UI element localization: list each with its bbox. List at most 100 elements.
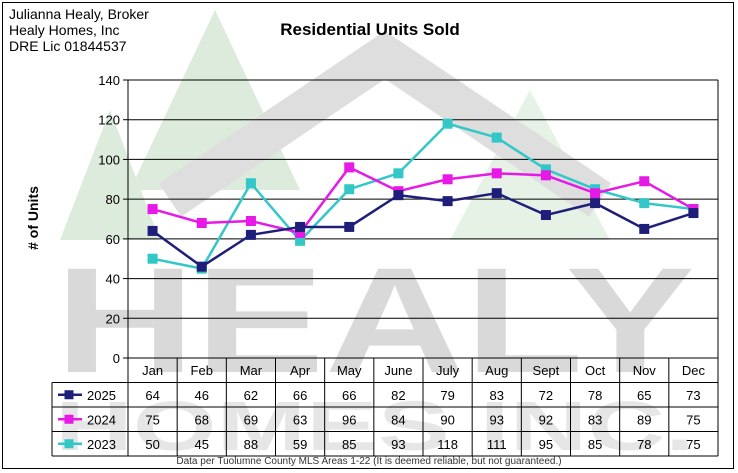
legend-marker: [64, 439, 74, 449]
table-cell-value: 75: [686, 437, 700, 452]
data-point: [491, 132, 502, 143]
watermark-text-healy: HEALY: [55, 236, 695, 404]
table-cell-value: 64: [145, 388, 159, 403]
data-point: [344, 184, 355, 195]
table-cell-value: 85: [342, 437, 356, 452]
tree-shape: [60, 110, 160, 240]
table-cell-value: 45: [195, 437, 209, 452]
broker-name: Julianna Healy, Broker: [9, 6, 149, 22]
y-tick-label: 100: [98, 152, 120, 167]
legend-label: 2024: [87, 412, 116, 427]
y-tick-label: 60: [106, 232, 120, 247]
y-axis-label: # of Units: [25, 186, 41, 250]
data-point: [442, 174, 453, 185]
y-tick-label: 20: [106, 311, 120, 326]
table-cell-value: 62: [244, 388, 258, 403]
data-point: [295, 221, 306, 232]
data-point: [196, 261, 207, 272]
table-cell-value: 79: [440, 388, 454, 403]
data-point: [393, 190, 404, 201]
data-point: [442, 196, 453, 207]
x-tick-label: Feb: [191, 363, 213, 378]
table-cell-value: 95: [539, 437, 553, 452]
table-cell-value: 78: [588, 388, 602, 403]
data-point: [344, 221, 355, 232]
roof-shape: [158, 30, 612, 217]
chart-frame: [2, 2, 734, 469]
table-cell-value: 46: [195, 388, 209, 403]
series-line-2025: [151, 191, 694, 269]
watermark-text-homes: HOMES INC.: [55, 387, 695, 465]
table-cell-value: 111: [487, 437, 507, 452]
y-tick-label: 140: [98, 73, 120, 88]
x-tick-label: July: [436, 363, 460, 378]
broker-info: Julianna Healy, Broker Healy Homes, Inc …: [9, 6, 149, 54]
x-tick-label: Sept: [533, 363, 560, 378]
y-tick-label: 40: [106, 272, 120, 287]
x-tick-label: Jan: [142, 363, 163, 378]
chart-title: Residential Units Sold: [280, 20, 460, 39]
data-point: [147, 225, 158, 236]
table-cell-value: 118: [437, 437, 458, 452]
table-cell-value: 75: [145, 412, 159, 427]
x-tick-label: Oct: [585, 363, 606, 378]
x-tick-label: Aug: [485, 363, 508, 378]
table-cell-value: 66: [293, 388, 307, 403]
data-point: [590, 188, 601, 199]
data-point: [442, 118, 453, 129]
table-cell-value: 78: [637, 437, 651, 452]
footnote: Data per Tuolumne County MLS Areas 1-22 …: [176, 456, 562, 467]
data-point: [147, 253, 158, 264]
grid-lines: [128, 79, 718, 359]
broker-license: DRE Lic 01844537: [9, 38, 127, 54]
table-cell-value: 88: [244, 437, 258, 452]
table-cell-value: 85: [588, 437, 602, 452]
x-tick-label: May: [337, 363, 362, 378]
table-cell-value: 83: [490, 388, 504, 403]
data-point: [245, 178, 256, 189]
x-tick-label: June: [384, 363, 412, 378]
data-point: [540, 170, 551, 181]
table-cell-value: 75: [686, 412, 700, 427]
table-cell-value: 84: [391, 412, 405, 427]
y-tick-label: 120: [98, 113, 120, 128]
legend-marker: [64, 414, 74, 424]
data-point: [540, 210, 551, 221]
data-point: [344, 162, 355, 173]
y-tick-label: 80: [106, 192, 120, 207]
data-point: [639, 176, 650, 187]
y-axis: 0 20 40 60 80 100 120 140: [98, 73, 719, 366]
data-point: [491, 168, 502, 179]
table-cell-value: 59: [293, 437, 307, 452]
table-cell-value: 93: [490, 412, 504, 427]
legend-label: 2023: [87, 437, 116, 452]
data-point: [639, 223, 650, 234]
table-cell-value: 65: [637, 388, 651, 403]
table-cell-value: 68: [195, 412, 209, 427]
table-cell-value: 92: [539, 412, 553, 427]
table-cell-value: 63: [293, 412, 307, 427]
table-cell-value: 73: [686, 388, 700, 403]
table-cell-value: 50: [145, 437, 159, 452]
table-cell-value: 72: [539, 388, 553, 403]
data-point: [393, 168, 404, 179]
broker-company: Healy Homes, Inc: [9, 22, 120, 38]
y-tick-label: 0: [113, 351, 120, 366]
legend-label: 2025: [87, 388, 116, 403]
table-cell-value: 89: [637, 412, 651, 427]
data-point: [639, 198, 650, 209]
legend-marker: [64, 390, 74, 400]
table-cell-value: 82: [391, 388, 405, 403]
x-tick-label: Apr: [290, 363, 311, 378]
data-point: [245, 215, 256, 226]
data-point: [196, 217, 207, 228]
x-tick-label: Mar: [240, 363, 263, 378]
x-tick-label: Dec: [682, 363, 706, 378]
table-cell-value: 69: [244, 412, 258, 427]
table-cell-value: 93: [391, 437, 405, 452]
table-cell-value: 90: [440, 412, 454, 427]
data-point: [688, 208, 699, 219]
data-point: [245, 229, 256, 240]
